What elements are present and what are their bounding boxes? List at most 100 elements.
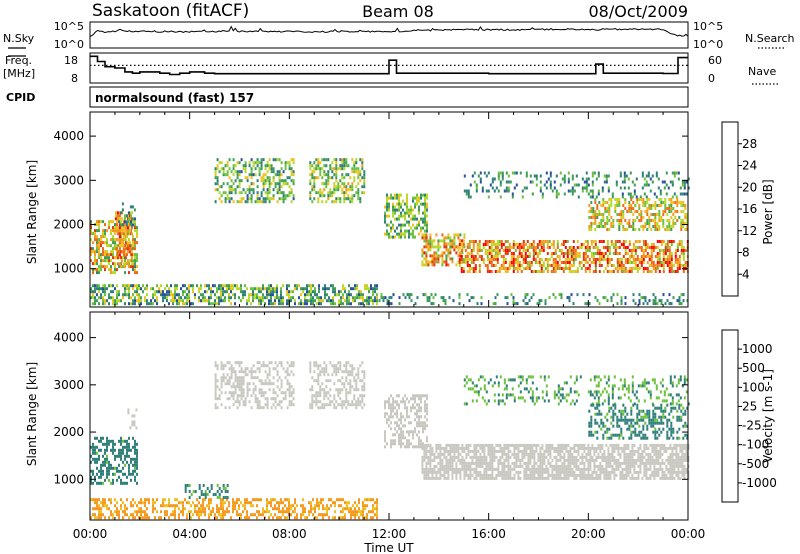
velocity-cell [156,510,158,514]
power-cell [274,302,276,306]
power-cell [628,204,631,207]
velocity-cell [294,510,296,514]
velocity-cell [216,379,219,383]
power-cell [327,173,330,177]
power-cell [673,171,676,175]
power-cell [352,299,354,303]
velocity-cell [347,382,350,386]
power-cell [445,257,448,261]
velocity-cell [423,473,426,477]
power-cell [443,236,446,240]
velocity-cell [222,364,225,368]
power-cell [112,262,114,266]
power-cell [556,255,559,258]
power-cell [116,232,119,236]
power-cell [264,296,266,300]
power-cell [268,164,271,168]
velocity-cell [429,467,432,471]
velocity-cell [426,436,428,440]
power-cell [311,170,314,174]
power-cell [248,188,251,192]
velocity-cell [312,507,314,511]
power-cell [555,195,558,199]
velocity-cell [108,442,110,446]
velocity-cell [188,484,191,487]
power-cell [102,265,104,269]
velocity-cell [210,498,212,502]
power-y-axis-label: Slant Range [km] [25,160,39,264]
power-cell [310,284,312,288]
velocity-cell [129,426,132,430]
power-cell [486,249,489,252]
velocity-cell [349,388,352,392]
power-cell [640,249,643,252]
velocity-cell [90,445,92,449]
velocity-cell [134,442,136,446]
power-cell [421,233,424,237]
power-cell [256,161,259,165]
power-cell [294,302,296,306]
velocity-cell [322,507,324,511]
velocity-cell [94,478,96,482]
velocity-cell [296,504,298,508]
power-region [378,293,689,306]
power-colorbar-tick-label: 8 [742,246,750,260]
velocity-cell [186,484,189,487]
power-cell [130,250,133,254]
velocity-cell [134,501,136,505]
velocity-cell [463,467,466,471]
power-cell [650,246,653,249]
power-cell [192,290,194,294]
velocity-cell [214,391,217,395]
velocity-cell [425,464,428,468]
power-cell [414,205,416,209]
power-cell [596,204,599,207]
power-cell [541,195,544,199]
power-cell [646,201,649,204]
power-cell [424,214,426,218]
velocity-cell [439,464,442,468]
velocity-cell [425,476,428,480]
power-cell [386,302,389,306]
power-cell [646,243,649,246]
power-cell [360,293,362,297]
power-cell [594,213,597,216]
power-cell [92,296,94,300]
power-cell [682,258,685,261]
power-cell [188,290,190,294]
velocity-cell [112,516,114,520]
power-cell [533,174,536,178]
velocity-cell [256,406,259,410]
velocity-cell [232,367,235,371]
power-cell [98,290,100,294]
power-cell [90,296,92,300]
velocity-cell [190,510,192,514]
velocity-cell [394,433,396,437]
power-cell [318,296,320,300]
velocity-cell [366,504,368,508]
velocity-cell [420,409,422,413]
power-cell [634,246,637,249]
power-cell [94,256,96,260]
power-cell [323,158,326,162]
power-cell [127,217,130,221]
velocity-cell [232,501,234,505]
velocity-cell [94,457,96,461]
velocity-cell [266,382,269,386]
power-cell [290,158,293,162]
power-cell [616,270,619,273]
power-cell [357,173,360,177]
velocity-cell [351,370,354,374]
power-cell [134,268,136,272]
power-cell [622,243,625,246]
velocity-cell [343,364,346,368]
power-cell [447,251,450,255]
power-cell [341,164,344,168]
velocity-cell [224,513,226,517]
velocity-cell [208,498,210,502]
velocity-cell [329,394,332,398]
velocity-cell [427,443,430,447]
power-cell [324,284,326,288]
power-cell [654,270,657,273]
velocity-cell [246,501,248,505]
